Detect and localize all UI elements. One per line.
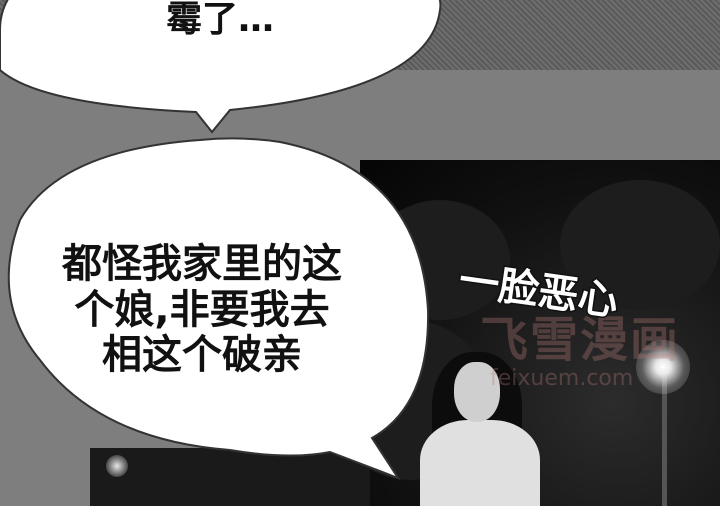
bubble-main-text: 都怪我家里的这 个娘,非要我去 相这个破亲 <box>22 241 382 379</box>
woman-body <box>420 420 540 506</box>
sound-effect: 一脸恶心 <box>455 256 623 327</box>
speech-bubble-main <box>7 137 430 481</box>
tree-silhouette <box>560 180 720 310</box>
watermark: 飞雪漫画 feixuem.com <box>470 300 690 410</box>
bubble-main-line: 个娘,非要我去 <box>74 286 330 333</box>
woman-face <box>454 362 500 422</box>
speech-bubble-top <box>0 0 442 134</box>
street-lamp-glow <box>636 340 690 394</box>
bubble-top-text: 霉了… <box>165 0 274 40</box>
street-lamp-post <box>662 360 667 506</box>
bubble-main-line: 都怪我家里的这 <box>62 241 342 287</box>
street-lamp-glow <box>106 455 128 477</box>
watermark-logo-text: 飞雪漫画 <box>480 312 681 368</box>
bubble-main-line: 相这个破亲 <box>102 332 302 379</box>
watermark-url: feixuem.com <box>490 366 634 391</box>
sound-effect-text: 一脸恶心 <box>456 257 621 325</box>
night-street-strip <box>90 448 370 506</box>
